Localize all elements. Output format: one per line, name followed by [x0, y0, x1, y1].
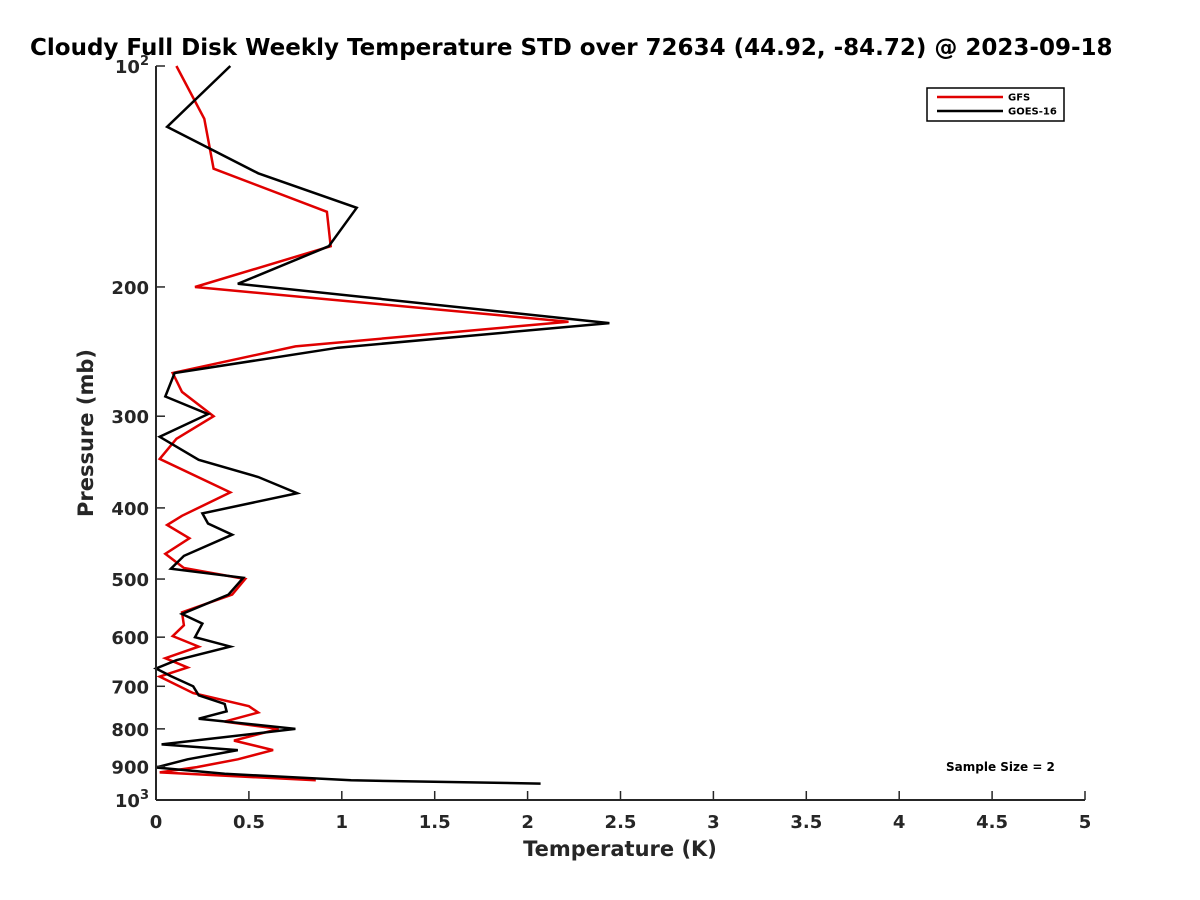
- y-tick-label: 103: [115, 788, 149, 812]
- y-tick-label: 700: [111, 677, 149, 698]
- y-tick-label: 800: [111, 720, 149, 741]
- x-tick-label: 2.5: [605, 812, 637, 833]
- y-tick-label: 500: [111, 570, 149, 591]
- x-tick-label: 3.5: [790, 812, 822, 833]
- sample-size-annotation: Sample Size = 2: [946, 760, 1055, 774]
- x-tick-label: 3: [707, 812, 720, 833]
- legend-box: [926, 87, 1065, 122]
- y-tick-label: 400: [111, 499, 149, 520]
- y-tick-label: 102: [115, 54, 149, 78]
- y-axis-label: Pressure (mb): [74, 349, 98, 517]
- x-tick-label: 2: [521, 812, 534, 833]
- x-tick-label: 4: [893, 812, 906, 833]
- x-tick-label: 4.5: [976, 812, 1008, 833]
- x-ticks: 0 0.5 1 1.5 2 2.5 3 3.5 4 4.5 5: [150, 791, 1092, 833]
- legend-label-goes16: GOES-16: [1008, 107, 1057, 118]
- legend-label-gfs: GFS: [1008, 93, 1030, 104]
- y-tick-label: 900: [111, 757, 149, 778]
- series-line-goes16: [152, 65, 610, 785]
- x-tick-label: 0.5: [233, 812, 265, 833]
- x-tick-label: 1: [336, 812, 349, 833]
- x-tick-label: 0: [150, 812, 163, 833]
- series-line-gfs: [156, 65, 569, 782]
- y-tick-label: 200: [111, 278, 149, 299]
- plot-lines: [152, 65, 610, 785]
- y-ticks: 102 200 300 400 500 600 700 800 900 103: [111, 54, 165, 812]
- y-tick-label: 600: [111, 628, 149, 649]
- legend: GFS GOES-16: [926, 87, 1065, 122]
- x-tick-label: 5: [1079, 812, 1092, 833]
- x-axis-label: Temperature (K): [523, 837, 717, 861]
- chart-title: Cloudy Full Disk Weekly Temperature STD …: [30, 35, 1113, 61]
- x-tick-label: 1.5: [419, 812, 451, 833]
- y-tick-label: 300: [111, 407, 149, 428]
